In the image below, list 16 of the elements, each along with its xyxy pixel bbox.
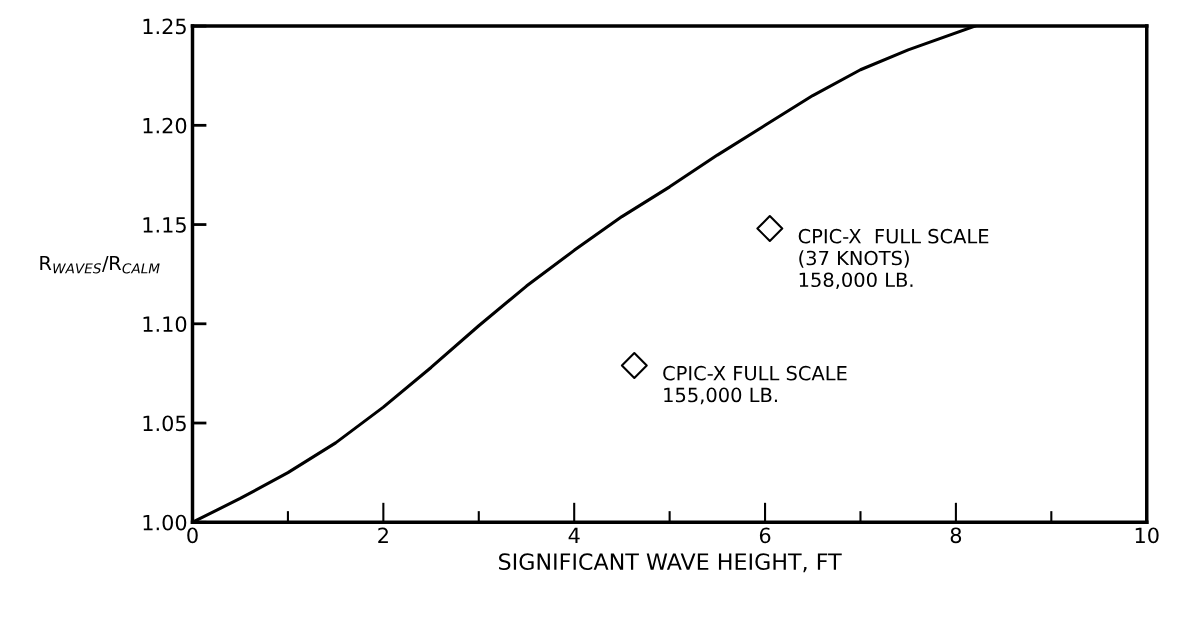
annotation: CPIC-X FULL SCALE (37 KNOTS) 158,000 LB. <box>798 228 989 290</box>
y-tick-label: 1.20 <box>143 117 187 134</box>
x-tick-label: 4 <box>568 527 580 543</box>
x-tick-label: 2 <box>378 527 388 543</box>
x-tick-label: 10 <box>1135 527 1159 544</box>
x-tick-label: 0 <box>187 527 198 544</box>
x-axis-title: SIGNIFICANT WAVE HEIGHT, FT <box>499 553 842 573</box>
x-tick-label: 6 <box>759 527 771 544</box>
y-tick-label: 1.10 <box>143 316 187 332</box>
y-tick-label: 1.25 <box>143 18 186 35</box>
y-axis-title: R$_{WAVES}$/R$_{CALM}$ <box>40 255 160 274</box>
y-tick-label: 1.15 <box>143 217 186 233</box>
x-tick-label: 8 <box>950 527 962 544</box>
y-tick-label: 1.05 <box>143 415 186 432</box>
y-tick-label: 1.00 <box>143 514 187 531</box>
annotation: CPIC-X FULL SCALE 155,000 LB. <box>663 365 847 405</box>
